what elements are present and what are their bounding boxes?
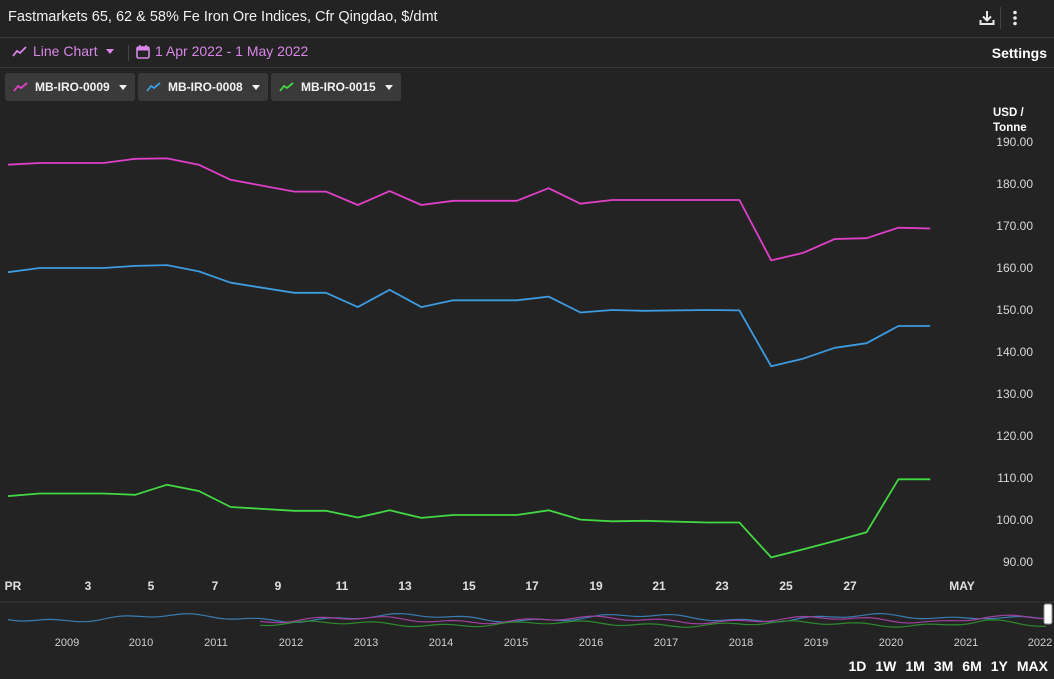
y-tick-label: 150.00 [996,303,1033,317]
settings-button[interactable]: Settings [991,45,1047,61]
navigator-year-label: 2019 [804,637,828,649]
series-chip-mb-iro-0008[interactable]: MB-IRO-0008 [138,73,268,101]
y-tick-label: 190.00 [996,135,1033,149]
line-chart-icon [146,82,161,92]
series-line-mb-iro-0008[interactable] [7,264,931,368]
line-chart-icon [279,82,294,92]
x-tick-label: 23 [715,579,729,593]
navigator-series-line [259,619,1046,628]
navigator-handle[interactable] [1043,603,1053,625]
x-tick-label: 13 [398,579,412,593]
y-tick-label: 180.00 [996,177,1033,191]
chevron-down-icon [105,48,114,54]
x-tick-label: 11 [336,579,349,593]
toolbar-divider [128,45,129,61]
navigator-year-label: 2014 [429,637,453,649]
navigator-year-label: 2018 [729,637,753,649]
navigator-year-label: 2009 [55,637,79,649]
navigator-year-label: 2012 [279,637,303,649]
x-tick-label: PR [5,579,22,593]
chevron-down-icon [384,84,393,90]
navigator-year-label: 2016 [579,637,603,649]
x-axis: PR 3 5 7 9 11 13 15 17 19 21 23 25 27 MAY [5,579,975,593]
range-button-1d[interactable]: 1D [848,658,867,674]
x-tick-label: 17 [525,579,539,593]
more-options-icon[interactable] [1005,8,1025,28]
range-button-1w[interactable]: 1W [875,658,897,674]
x-tick-label: 19 [589,579,603,593]
navigator-series-line [7,612,1047,624]
navigator-year-label: 2015 [504,637,528,649]
date-range-label: 1 Apr 2022 - 1 May 2022 [155,43,309,59]
x-tick-label: MAY [949,579,975,593]
navigator-year-label: 2010 [129,637,153,649]
y-axis: 190.00 180.00 170.00 160.00 150.00 140.00 130.… [996,135,1033,569]
download-icon[interactable] [977,8,997,28]
chart-type-selector[interactable]: Line Chart [12,43,114,59]
x-tick-label: 3 [85,579,92,593]
x-tick-label: 21 [652,579,666,593]
series-line-mb-iro-0015[interactable] [7,478,931,559]
y-tick-label: 90.00 [1003,555,1033,569]
chart-toolbar: Line Chart 1 Apr 2022 - 1 May 2022 Setti… [0,38,1054,68]
range-button-max[interactable]: MAX [1016,658,1048,674]
chart-type-label: Line Chart [33,43,98,59]
date-range-picker[interactable]: 1 Apr 2022 - 1 May 2022 [136,43,308,59]
series-chip-label: MB-IRO-0015 [301,80,376,94]
line-chart-icon [12,46,27,57]
chart-title: Fastmarkets 65, 62 & 58% Fe Iron Ore Ind… [8,9,438,25]
title-bar: Fastmarkets 65, 62 & 58% Fe Iron Ore Ind… [0,0,1054,38]
navigator-year-label: 2013 [354,637,378,649]
line-chart-icon [13,82,28,92]
range-button-1m[interactable]: 1M [905,658,925,674]
navigator-year-label: 2022 [1028,637,1052,649]
navigator[interactable]: 2009 2010 2011 2012 2013 2014 2015 2016 2017 2018… [0,601,1054,649]
series-line-mb-iro-0009[interactable] [7,157,931,262]
x-tick-label: 9 [275,579,282,593]
range-button-3m[interactable]: 3M [933,658,954,674]
x-tick-label: 27 [843,579,857,593]
y-tick-label: 140.00 [996,345,1033,359]
chevron-down-icon [251,84,260,90]
x-tick-label: 25 [779,579,793,593]
y-tick-label: 170.00 [996,219,1033,233]
series-chip-mb-iro-0009[interactable]: MB-IRO-0009 [5,73,135,101]
y-axis-unit-label: USD / Tonne [993,107,1027,134]
range-selector: 1D 1W 1M 3M 6M 1Y MAX [848,658,1048,674]
y-tick-label: 160.00 [996,261,1033,275]
range-button-1y[interactable]: 1Y [990,658,1008,674]
series-chip-label: MB-IRO-0009 [35,80,110,94]
x-tick-label: 7 [212,579,219,593]
calendar-icon [136,44,150,59]
series-lines [7,157,931,559]
navigator-year-label: 2017 [654,637,678,649]
series-chip-label: MB-IRO-0008 [168,80,243,94]
chevron-down-icon [118,84,127,90]
navigator-year-label: 2011 [204,637,228,649]
navigator-year-label: 2021 [954,637,978,649]
title-divider [1000,7,1001,29]
y-tick-label: 100.00 [996,513,1033,527]
y-tick-label: 130.00 [996,387,1033,401]
range-button-6m[interactable]: 6M [962,658,982,674]
x-tick-label: 15 [462,579,476,593]
series-chip-mb-iro-0015[interactable]: MB-IRO-0015 [271,73,401,101]
y-tick-label: 110.00 [997,471,1033,485]
x-tick-label: 5 [148,579,155,593]
navigator-series-line [259,614,1047,625]
y-tick-label: 120.00 [996,429,1033,443]
navigator-year-label: 2020 [879,637,903,649]
